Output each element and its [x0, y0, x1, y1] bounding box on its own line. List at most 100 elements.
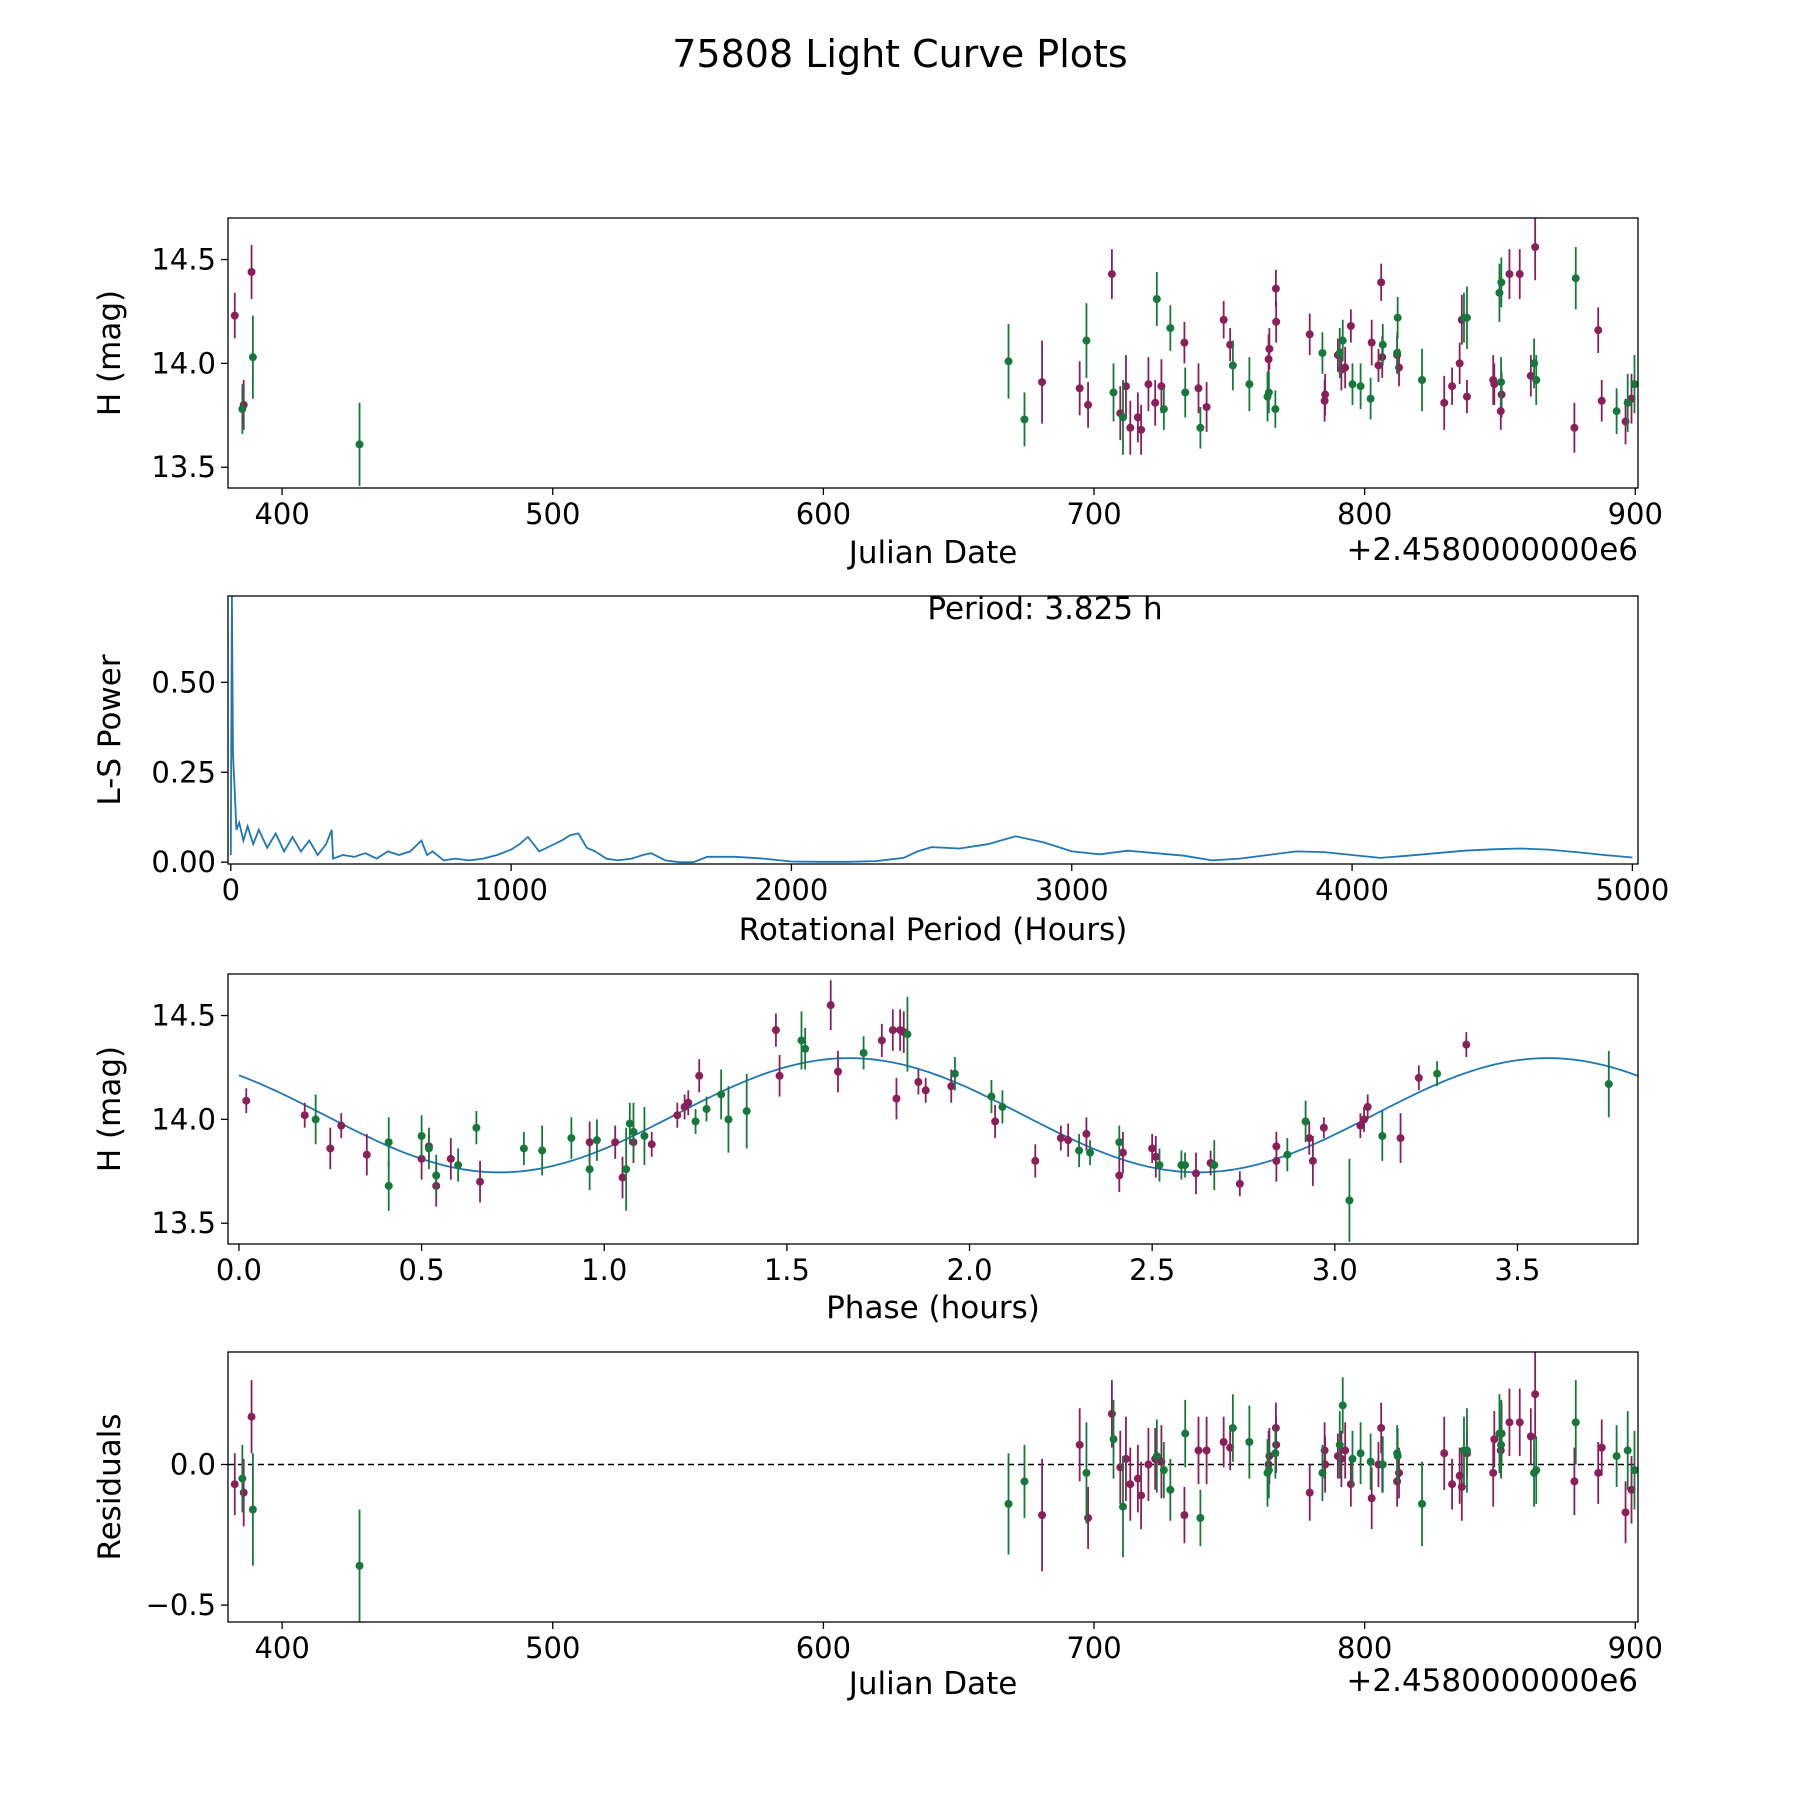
- data-point: [1377, 278, 1386, 287]
- y-tick-label: 0.50: [151, 665, 216, 699]
- data-point: [1109, 1435, 1118, 1444]
- data-point: [1367, 1494, 1376, 1503]
- periodogram-panel: Period: 3.825 h 0 1000 2000 3000 4000 5000 0.0…: [92, 591, 1669, 948]
- data-point: [1082, 1468, 1091, 1477]
- series-filter-1: [230, 1352, 1636, 1572]
- data-point: [1308, 1156, 1317, 1165]
- data-point: [585, 1138, 594, 1147]
- data-point: [1346, 322, 1355, 330]
- data-point: [1489, 1468, 1498, 1477]
- data-point: [1166, 1485, 1175, 1494]
- data-point: [1038, 378, 1047, 387]
- y-tick-label: 0.0: [170, 1448, 216, 1482]
- data-point: [914, 1078, 923, 1086]
- data-point: [1075, 384, 1084, 393]
- y-tick-label: 13.5: [151, 450, 216, 484]
- data-point: [567, 1134, 576, 1143]
- data-point: [1144, 380, 1153, 389]
- x-tick-label: 700: [1066, 1631, 1121, 1665]
- x-tick-label: 3.5: [1494, 1253, 1540, 1287]
- data-point: [991, 1117, 1000, 1126]
- data-point: [538, 1146, 547, 1155]
- data-point: [1084, 400, 1093, 409]
- plot-area: [229, 596, 1633, 864]
- data-point: [1194, 384, 1203, 393]
- x-tick-label: 0: [222, 873, 240, 907]
- data-point: [1378, 1132, 1387, 1140]
- data-point: [1181, 388, 1190, 397]
- data-point: [987, 1092, 996, 1101]
- data-point: [472, 1123, 481, 1132]
- data-point: [1462, 313, 1471, 322]
- data-point: [724, 1115, 733, 1124]
- data-point: [684, 1098, 693, 1107]
- data-point: [1166, 324, 1175, 333]
- data-point: [702, 1105, 711, 1113]
- data-point: [888, 1026, 897, 1035]
- data-point: [326, 1144, 335, 1153]
- data-point: [1490, 1435, 1499, 1444]
- data-point: [647, 1140, 656, 1149]
- data-point: [1612, 1452, 1621, 1461]
- y-tick-label: 0.25: [151, 755, 216, 789]
- data-point: [1107, 1409, 1116, 1418]
- y-tick-label: −0.5: [146, 1588, 216, 1622]
- data-point: [1118, 1148, 1127, 1157]
- x-tick-label: 0.5: [399, 1253, 445, 1287]
- y-axis-label: Residuals: [92, 1413, 128, 1560]
- data-point: [1157, 382, 1166, 391]
- x-axis-label: Julian Date: [847, 1666, 1018, 1702]
- data-point: [585, 1165, 594, 1174]
- data-point: [1356, 1121, 1365, 1130]
- data-point: [1440, 398, 1449, 407]
- data-point: [1152, 295, 1161, 303]
- data-point: [1082, 1129, 1091, 1138]
- data-point: [1159, 1466, 1168, 1475]
- data-point: [238, 1474, 247, 1483]
- data-point: [1630, 1466, 1638, 1475]
- data-point: [1152, 1452, 1161, 1461]
- data-point: [230, 311, 239, 320]
- data-point: [618, 1173, 627, 1182]
- data-point: [859, 1048, 868, 1057]
- data-point: [947, 1082, 956, 1091]
- data-point: [238, 405, 247, 414]
- data-point: [1264, 388, 1273, 397]
- y-axis-label: L-S Power: [92, 654, 128, 805]
- data-point: [1346, 1480, 1355, 1489]
- series-filter-2: [238, 247, 1638, 486]
- x-tick-label: 3000: [1035, 873, 1109, 907]
- plot-area: [238, 980, 1638, 1242]
- data-point: [717, 1090, 726, 1099]
- y-tick-label: 0.00: [151, 845, 216, 879]
- raw-light-curve-panel: 400 500 600 700 800 900 13.5 14.0 14.5 Julian Dat…: [92, 217, 1663, 571]
- data-point: [337, 1121, 346, 1130]
- y-tick-label: 14.5: [151, 999, 216, 1033]
- data-point: [640, 1132, 649, 1140]
- x-tick-label: 900: [1608, 497, 1663, 531]
- series-filter-2: [238, 1377, 1638, 1622]
- data-point: [248, 1505, 257, 1514]
- data-point: [1571, 1418, 1580, 1427]
- data-point: [1360, 1115, 1369, 1124]
- data-point: [1235, 1179, 1244, 1188]
- power-spectrum-line: [229, 596, 1633, 864]
- data-point: [1623, 1446, 1632, 1455]
- data-point: [248, 353, 257, 362]
- data-point: [1265, 344, 1274, 353]
- axes-frame: [227, 595, 1639, 865]
- data-point: [355, 1561, 364, 1570]
- data-point: [1395, 363, 1404, 372]
- series-filter-1: [242, 980, 1471, 1207]
- data-point: [1366, 1457, 1375, 1466]
- period-annotation: Period: 3.825 h: [927, 591, 1162, 627]
- data-point: [1056, 1134, 1065, 1143]
- data-point: [1107, 270, 1116, 279]
- data-point: [1321, 390, 1330, 399]
- x-axis-label: Julian Date: [847, 535, 1018, 571]
- data-point: [592, 1136, 601, 1145]
- data-point: [1159, 405, 1168, 414]
- data-point: [1192, 1169, 1201, 1178]
- data-point: [1305, 1488, 1314, 1497]
- data-point: [1272, 317, 1281, 326]
